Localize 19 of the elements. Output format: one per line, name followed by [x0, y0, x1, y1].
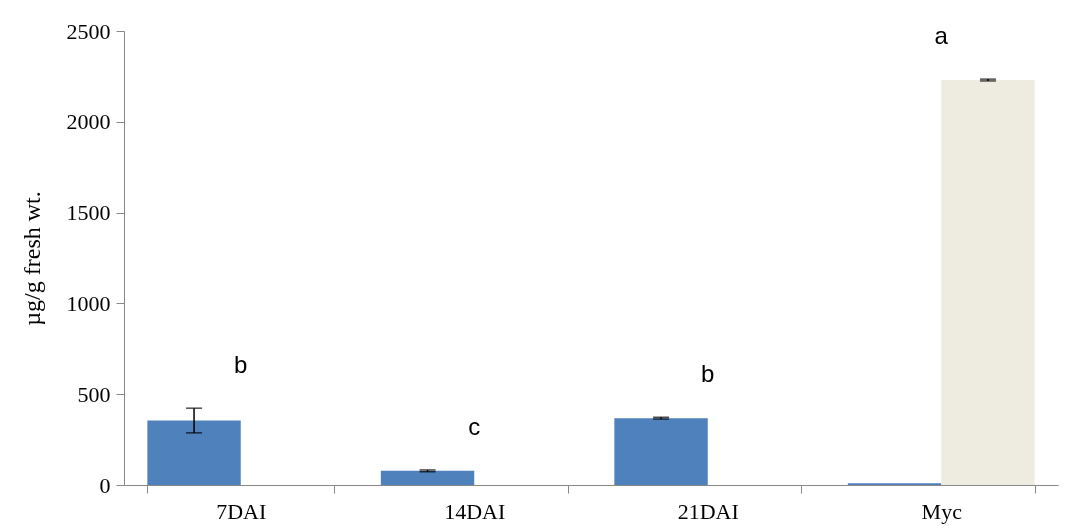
- annotation: a: [934, 22, 949, 50]
- x-tick-label: 7DAI: [216, 498, 267, 524]
- y-tick-label: 1000: [66, 290, 111, 316]
- annotation: c: [468, 412, 481, 440]
- x-tick-label: 21DAI: [677, 498, 739, 524]
- bar: [147, 420, 241, 485]
- y-tick-label: 500: [77, 381, 111, 407]
- x-tick-label: 14DAI: [444, 498, 506, 524]
- y-axis-title: µg/g fresh wt.: [18, 191, 45, 326]
- annotation: b: [701, 360, 715, 388]
- bar: [941, 80, 1035, 485]
- y-tick-label: 0: [99, 472, 111, 498]
- y-tick-label: 2500: [66, 18, 111, 44]
- y-tick-label: 2000: [66, 109, 111, 135]
- bar: [380, 470, 475, 485]
- bar: [614, 418, 708, 485]
- x-tick-label: Myc: [921, 498, 963, 524]
- annotation: b: [234, 351, 248, 379]
- y-tick-label: 1500: [66, 200, 111, 226]
